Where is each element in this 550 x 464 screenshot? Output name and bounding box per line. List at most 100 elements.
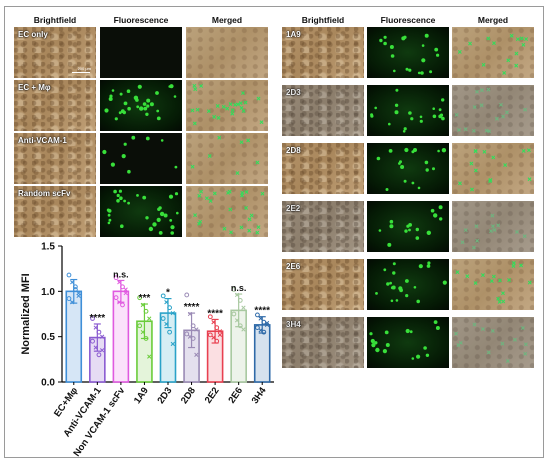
y-tick-label: 1.5	[41, 242, 55, 253]
cell-mark	[207, 154, 212, 159]
left-row-0-merged-image	[186, 27, 268, 78]
cell-mark	[192, 121, 197, 126]
left-row-0-fluorescence-image	[100, 27, 182, 78]
cell-dot	[392, 262, 396, 266]
cell-mark	[511, 261, 516, 265]
merged-cells	[190, 135, 260, 175]
data-point	[113, 295, 119, 301]
cell-mark	[488, 178, 493, 182]
cell-dot	[156, 109, 160, 113]
right-row-2-merged-image	[452, 143, 534, 194]
cell-mark	[481, 327, 485, 332]
cell-mark	[256, 225, 261, 230]
cell-dot	[435, 326, 440, 330]
cell-mark	[259, 120, 264, 125]
cell-dot	[421, 44, 425, 47]
cell-mark	[228, 102, 233, 107]
data-point	[211, 320, 216, 325]
left-header-fluorescence: Fluorescence	[113, 15, 169, 25]
left-row-1-merged-image	[186, 80, 268, 131]
cell-mark	[471, 128, 476, 133]
cell-mark	[199, 83, 204, 88]
cell-dot	[389, 281, 392, 285]
cell-mark	[192, 83, 197, 88]
cell-mark	[455, 270, 460, 275]
cell-mark	[239, 225, 244, 230]
cell-dot	[416, 354, 421, 359]
merged-cells	[458, 148, 532, 192]
cell-dot	[174, 192, 179, 196]
cell-dot	[403, 179, 407, 183]
cell-dot	[146, 104, 150, 108]
cell-mark	[197, 221, 202, 226]
cell-dot	[408, 68, 412, 72]
right-header-merged: Merged	[477, 15, 509, 25]
cell-dot	[119, 92, 123, 96]
cell-mark	[519, 263, 524, 268]
x-tick-label: 1A9	[132, 385, 151, 406]
data-point	[258, 316, 263, 321]
right-row-4-fluorescence-image	[367, 259, 449, 310]
cell-dot	[102, 149, 107, 155]
data-point	[190, 336, 196, 341]
cell-mark	[527, 177, 532, 182]
cell-mark	[244, 205, 249, 210]
data-point	[160, 316, 166, 321]
cell-mark	[496, 296, 501, 301]
right-header-brightfield: Brightfield	[301, 15, 345, 25]
cell-dot	[107, 213, 111, 217]
cell-mark	[523, 351, 528, 356]
significance-label: n.s.	[113, 269, 129, 279]
cell-dot	[159, 211, 165, 217]
cell-dot	[108, 218, 112, 222]
cell-mark	[475, 238, 480, 243]
cell-mark	[486, 87, 491, 92]
cell-mark	[469, 161, 474, 166]
cell-dot	[127, 201, 130, 205]
right-row-1-brightfield-image: 2D3	[282, 85, 364, 136]
cell-mark	[520, 326, 525, 330]
condition-label: Anti-VCAM-1	[18, 136, 67, 145]
x-tick-label: 3H4	[250, 385, 269, 406]
cell-dot	[390, 286, 394, 290]
cell-dot	[429, 70, 433, 74]
cell-dot	[424, 160, 429, 165]
cell-dot	[394, 110, 399, 115]
cell-dot	[420, 71, 424, 75]
cell-mark	[481, 62, 486, 67]
cell-dot	[388, 149, 393, 153]
data-point	[70, 280, 75, 285]
cell-mark	[198, 219, 203, 224]
data-point	[66, 296, 72, 301]
data-point	[90, 338, 95, 344]
cell-dot	[122, 110, 126, 115]
cell-mark	[501, 114, 506, 119]
cell-mark	[486, 36, 491, 41]
y-tick-label: 1.0	[41, 287, 55, 298]
cell-mark	[496, 223, 501, 228]
cell-dot	[376, 156, 381, 161]
cell-dot	[156, 116, 161, 121]
x-tick-label: 2E6	[226, 385, 245, 405]
cell-dot	[430, 208, 435, 213]
cell-dot	[432, 107, 435, 110]
cell-dot	[419, 119, 423, 123]
cell-dot	[437, 149, 440, 153]
right-row-4-brightfield-image: 2E6	[282, 259, 364, 310]
cell-dot	[399, 288, 403, 293]
cell-dot	[107, 221, 111, 225]
data-point	[237, 323, 243, 329]
cell-dot	[415, 236, 420, 240]
data-point	[214, 338, 220, 344]
fluorescent-cells	[379, 33, 440, 75]
cell-mark	[230, 111, 235, 116]
cell-dot	[386, 282, 390, 286]
cell-dot	[168, 194, 174, 199]
cell-mark	[204, 196, 209, 201]
cell-dot	[438, 114, 443, 119]
cell-mark	[228, 207, 233, 212]
significance-label: ****	[207, 308, 223, 319]
cell-mark	[519, 36, 524, 41]
y-axis-label: Normalized MFI	[20, 273, 32, 354]
significance-label: ****	[184, 302, 200, 313]
